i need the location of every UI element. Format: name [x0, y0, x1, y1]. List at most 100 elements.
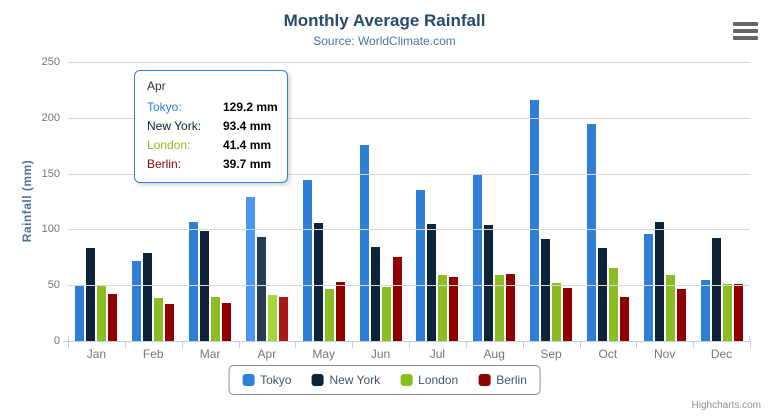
bar[interactable]: [506, 273, 516, 341]
tooltip-row: New York: 93.4 mm: [147, 117, 275, 136]
bar-group-jul: [409, 62, 466, 341]
legend-label: Berlin: [496, 373, 527, 387]
tooltip-series-label: Berlin:: [147, 157, 182, 171]
x-axis-tick: [636, 342, 638, 348]
x-axis-label: Jul: [429, 347, 446, 361]
tooltip-series-value: 39.7 mm: [223, 157, 272, 171]
bar[interactable]: [665, 274, 675, 341]
bar-group-feb: [125, 62, 182, 341]
bar[interactable]: [267, 294, 277, 341]
x-axis-label: May: [312, 347, 336, 361]
bar[interactable]: [530, 99, 540, 341]
bar[interactable]: [552, 282, 562, 341]
bar[interactable]: [132, 261, 142, 341]
bar[interactable]: [711, 238, 721, 341]
legend-symbol: [400, 374, 413, 386]
bar[interactable]: [189, 222, 199, 341]
tooltip-row: London: 41.4 mm: [147, 136, 275, 155]
bar[interactable]: [75, 285, 85, 341]
legend-label: London: [418, 373, 459, 387]
bar[interactable]: [108, 293, 118, 341]
hamburger-bar: [733, 22, 758, 26]
bar[interactable]: [154, 297, 164, 341]
bar-groups: [68, 62, 750, 341]
x-axis-tick: [352, 342, 354, 348]
bar-group-nov: [636, 62, 693, 341]
gridline: [68, 117, 750, 119]
bar[interactable]: [643, 234, 653, 341]
bar[interactable]: [416, 189, 426, 341]
x-axis-label: Jun: [370, 347, 391, 361]
bar[interactable]: [597, 247, 607, 341]
gridline: [68, 62, 750, 63]
bar[interactable]: [722, 283, 732, 341]
x-axis-tick: [579, 342, 581, 348]
legend-item-tokyo[interactable]: Tokyo: [242, 373, 291, 387]
x-axis-tick: [465, 342, 467, 348]
bar[interactable]: [97, 286, 107, 341]
x-axis-tick: [295, 342, 297, 348]
bar[interactable]: [619, 297, 629, 341]
bar[interactable]: [370, 246, 380, 341]
bar[interactable]: [427, 223, 437, 341]
bar[interactable]: [586, 124, 596, 341]
bar[interactable]: [700, 280, 710, 341]
tooltip-series-value: 41.4 mm: [223, 138, 272, 152]
bar[interactable]: [392, 256, 402, 341]
bar-group-jun: [352, 62, 409, 341]
x-axis-tick: [693, 342, 695, 348]
bar[interactable]: [324, 288, 334, 341]
tooltip-row: Tokyo: 129.2 mm: [147, 98, 278, 117]
bar[interactable]: [495, 274, 505, 341]
bar[interactable]: [733, 283, 743, 341]
y-axis-label: 200: [41, 111, 60, 124]
bar[interactable]: [165, 303, 175, 341]
bar[interactable]: [143, 253, 153, 341]
bar[interactable]: [608, 268, 618, 341]
tooltip-series-label: London:: [147, 138, 191, 152]
tooltip-row: Berlin: 39.7 mm: [147, 155, 275, 174]
legend-item-berlin[interactable]: Berlin: [478, 373, 527, 387]
x-axis-tick: [522, 342, 524, 348]
x-axis-end-cap: [68, 336, 69, 341]
bar[interactable]: [302, 180, 312, 341]
legend-item-new-york[interactable]: New York: [311, 373, 380, 387]
bar[interactable]: [86, 247, 96, 341]
legend-label: New York: [329, 373, 381, 387]
tooltip-series-label: New York:: [147, 119, 202, 133]
x-axis-label: Apr: [257, 347, 277, 361]
bar[interactable]: [359, 144, 369, 341]
bar[interactable]: [381, 287, 391, 341]
tooltip-rows: Tokyo: 129.2 mm New York: 93.4 mm London: 41.…: [147, 98, 278, 174]
bar[interactable]: [676, 288, 686, 341]
tooltip-series-value: 129.2 mm: [223, 100, 278, 114]
bar[interactable]: [473, 175, 483, 341]
legend-item-london[interactable]: London: [400, 373, 458, 387]
bar[interactable]: [245, 196, 255, 341]
y-axis-label: 100: [41, 223, 60, 236]
bar[interactable]: [313, 222, 323, 341]
bar[interactable]: [335, 282, 345, 341]
bar[interactable]: [211, 297, 221, 341]
bar[interactable]: [256, 236, 266, 341]
bar[interactable]: [278, 296, 288, 341]
credits-link[interactable]: Highcharts.com: [691, 400, 761, 411]
gridline: [68, 285, 750, 287]
legend-symbol: [478, 374, 491, 386]
bar[interactable]: [541, 239, 551, 341]
bar-group-may: [295, 62, 352, 341]
hamburger-menu-icon[interactable]: [733, 22, 758, 40]
x-axis-tick: [750, 342, 751, 348]
bar[interactable]: [449, 276, 459, 341]
bar[interactable]: [438, 275, 448, 341]
bar[interactable]: [563, 287, 573, 341]
x-axis-tick: [181, 342, 183, 348]
hamburger-bar: [733, 29, 758, 33]
bar[interactable]: [222, 302, 232, 341]
bar[interactable]: [654, 222, 664, 341]
gridline: [68, 173, 750, 175]
x-axis-end-cap: [749, 336, 750, 341]
x-axis-label: Sep: [540, 347, 562, 361]
bar[interactable]: [484, 224, 494, 341]
